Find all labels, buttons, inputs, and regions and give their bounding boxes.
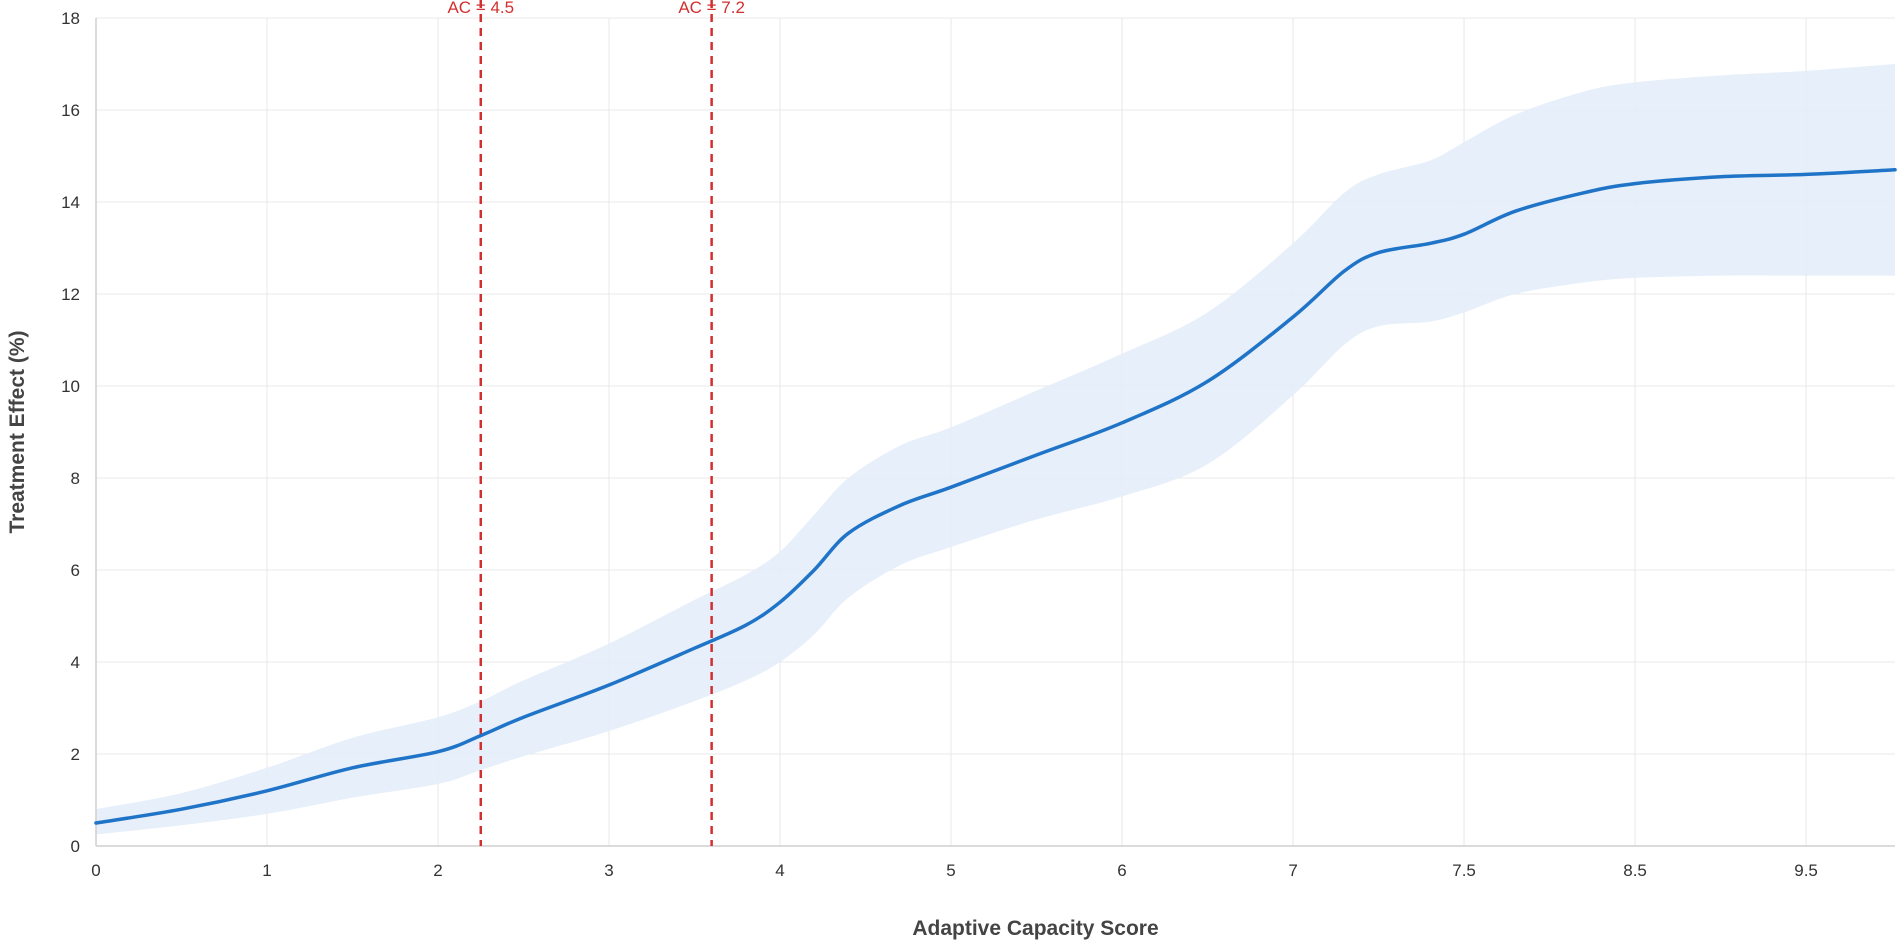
y-tick-label: 0	[71, 837, 80, 856]
y-tick-label: 2	[71, 745, 80, 764]
x-tick-label: 0	[91, 861, 100, 880]
x-tick-label: 1	[262, 861, 271, 880]
x-tick-label: 5	[946, 861, 955, 880]
y-tick-label: 4	[71, 653, 80, 672]
x-tick-label: 7.5	[1452, 861, 1476, 880]
confidence-band	[96, 64, 1895, 835]
x-tick-label: 8.5	[1623, 861, 1647, 880]
y-tick-label: 18	[61, 9, 80, 28]
reference-label: AC = 4.5	[447, 0, 514, 17]
x-tick-labels: 0 1 2 3 4 5 6 7 7.5 8.5 9.5	[91, 861, 1818, 880]
x-tick-label: 2	[433, 861, 442, 880]
axes	[95, 18, 1895, 847]
y-axis-title: Treatment Effect (%)	[6, 330, 29, 533]
y-tick-label: 16	[61, 101, 80, 120]
reference-label: AC = 7.2	[678, 0, 745, 17]
x-tick-label: 4	[775, 861, 784, 880]
y-tick-label: 12	[61, 285, 80, 304]
y-tick-label: 10	[61, 377, 80, 396]
series-line	[94, 168, 1897, 825]
y-tick-label: 14	[61, 193, 80, 212]
x-axis-title: Adaptive Capacity Score	[912, 917, 1158, 940]
x-tick-label: 3	[604, 861, 613, 880]
x-tick-label: 9.5	[1794, 861, 1818, 880]
x-tick-label: 6	[1117, 861, 1126, 880]
y-tick-label: 8	[71, 469, 80, 488]
y-tick-labels: 0 2 4 6 8 10 12 14 16 18	[61, 9, 80, 856]
y-tick-label: 6	[71, 561, 80, 580]
x-tick-label: 7	[1288, 861, 1297, 880]
